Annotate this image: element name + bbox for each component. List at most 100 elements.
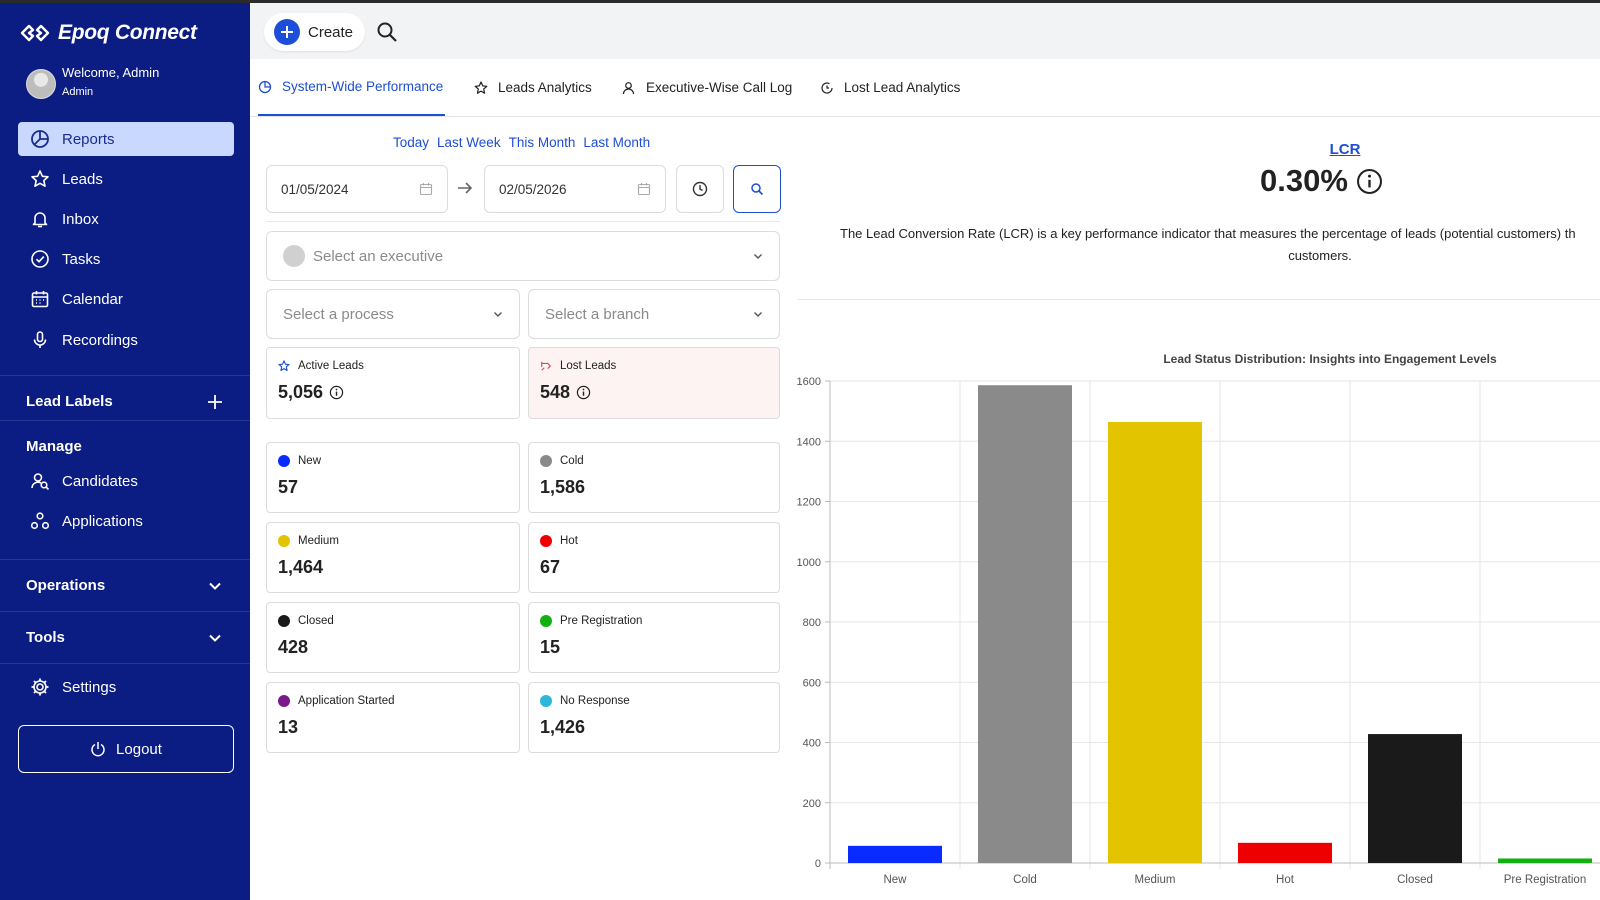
refresh-icon bbox=[821, 82, 833, 94]
power-icon bbox=[91, 742, 105, 757]
logout-button[interactable]: Logout bbox=[18, 725, 234, 773]
bar-hot bbox=[1238, 842, 1332, 863]
sidebar-item-label: Applications bbox=[62, 512, 143, 530]
bar-medium bbox=[1108, 421, 1202, 863]
epoq-logo-icon bbox=[20, 24, 50, 42]
executive-placeholder: Select an executive bbox=[313, 247, 444, 265]
chevron-down-icon bbox=[209, 582, 221, 590]
chart-title: Lead Status Distribution: Insights into … bbox=[1163, 352, 1497, 366]
card-value: 548 bbox=[540, 382, 571, 402]
candidates-icon bbox=[31, 473, 50, 491]
brand-name: Epoq Connect bbox=[58, 21, 197, 44]
microphone-icon bbox=[33, 331, 47, 348]
search-icon[interactable] bbox=[376, 21, 398, 43]
sidebar-item-leads[interactable]: Leads bbox=[18, 162, 234, 196]
sidebar-item-inbox[interactable]: Inbox bbox=[18, 202, 234, 236]
sidebar-item-label: Settings bbox=[62, 678, 117, 696]
start-date-value: 01/05/2024 bbox=[281, 181, 349, 197]
bar-closed bbox=[1368, 734, 1462, 863]
sidebar-item-label: Tasks bbox=[62, 250, 101, 268]
sidebar-item-candidates[interactable]: Candidates bbox=[18, 464, 234, 498]
lcr-description-line: The Lead Conversion Rate (LCR) is a key … bbox=[840, 226, 1576, 241]
y-tick-label: 0 bbox=[815, 858, 821, 870]
end-date-value: 02/05/2026 bbox=[499, 181, 567, 197]
sidebar-item-label: Inbox bbox=[62, 210, 99, 228]
divider bbox=[798, 299, 1600, 300]
chevron-down-icon bbox=[754, 312, 762, 317]
sidebar-item-label: Candidates bbox=[62, 472, 138, 490]
section-operations[interactable]: Operations bbox=[0, 559, 250, 611]
quick-range-this-month[interactable]: This Month bbox=[508, 135, 576, 150]
user-profile[interactable]: Welcome, Admin Admin bbox=[26, 65, 159, 103]
process-select[interactable]: Select a process bbox=[266, 289, 520, 339]
branch-select[interactable]: Select a branch bbox=[528, 289, 780, 339]
sidebar-item-applications[interactable]: Applications bbox=[18, 504, 234, 538]
lcr-description: The Lead Conversion Rate (LCR) is a key … bbox=[790, 223, 1600, 273]
star-icon bbox=[474, 80, 488, 94]
lost-leads-card: Lost Leads 548 bbox=[528, 347, 780, 419]
tab-system-wide-performance[interactable]: System-Wide Performance bbox=[258, 59, 446, 116]
app-window: Epoq Connect Welcome, Admin Admin Report… bbox=[0, 3, 1600, 900]
executive-select[interactable]: Select an executive bbox=[266, 231, 780, 281]
star-icon bbox=[31, 170, 49, 187]
quick-range-last-week[interactable]: Last Week bbox=[437, 135, 501, 150]
lcr-value-row: 0.30% bbox=[1260, 163, 1383, 199]
card-value: 57 bbox=[278, 477, 299, 497]
quick-range-last-month[interactable]: Last Month bbox=[583, 135, 651, 150]
chart-pie-icon bbox=[258, 80, 272, 93]
info-icon[interactable] bbox=[329, 385, 344, 400]
tab-lost-lead-analytics[interactable]: Lost Lead Analytics bbox=[820, 59, 960, 116]
sidebar-item-tasks[interactable]: Tasks bbox=[18, 242, 234, 276]
status-card-cold: Cold 1,586 bbox=[528, 442, 780, 513]
card-label: New bbox=[298, 455, 322, 467]
lcr-link[interactable]: LCR bbox=[1329, 141, 1361, 158]
quick-range-today[interactable]: Today bbox=[393, 135, 430, 150]
sidebar-item-reports[interactable]: Reports bbox=[18, 122, 234, 156]
branch-placeholder: Select a branch bbox=[545, 305, 650, 323]
sidebar-item-label: Leads bbox=[62, 170, 103, 188]
brand-logo[interactable]: Epoq Connect bbox=[20, 21, 197, 45]
sidebar-item-calendar[interactable]: Calendar bbox=[18, 282, 234, 316]
y-tick-label: 800 bbox=[803, 617, 821, 629]
plus-icon[interactable] bbox=[208, 394, 222, 409]
info-icon[interactable] bbox=[1356, 168, 1383, 195]
lead-status-chart: Lead Status Distribution: Insights into … bbox=[797, 352, 1600, 886]
sidebar-item-settings[interactable]: Settings bbox=[18, 670, 234, 704]
divider bbox=[266, 221, 780, 222]
card-label: No Response bbox=[560, 695, 630, 707]
create-button[interactable]: Create bbox=[264, 13, 366, 51]
search-button[interactable] bbox=[733, 165, 781, 213]
process-placeholder: Select a process bbox=[283, 305, 394, 323]
status-card-application-started: Application Started 13 bbox=[266, 682, 520, 753]
info-icon[interactable] bbox=[576, 385, 591, 400]
tab-label: System-Wide Performance bbox=[282, 79, 444, 94]
end-date-input[interactable]: 02/05/2026 bbox=[484, 165, 666, 213]
tab-label: Executive-Wise Call Log bbox=[646, 80, 793, 95]
tab-executive-wise-call-log[interactable]: Executive-Wise Call Log bbox=[622, 59, 792, 116]
tab-leads-analytics[interactable]: Leads Analytics bbox=[474, 59, 592, 116]
status-dot bbox=[540, 535, 552, 547]
sidebar-item-recordings[interactable]: Recordings bbox=[18, 323, 234, 357]
card-value: 5,056 bbox=[278, 382, 324, 402]
status-card-closed: Closed 428 bbox=[266, 602, 520, 673]
section-tools[interactable]: Tools bbox=[0, 611, 250, 663]
section-manage: Manage bbox=[0, 420, 250, 472]
section-title: Manage bbox=[26, 438, 82, 455]
status-card-hot: Hot 67 bbox=[528, 522, 780, 593]
card-label: Pre Registration bbox=[560, 615, 643, 627]
gear-icon bbox=[31, 678, 49, 696]
status-dot bbox=[540, 615, 552, 627]
sidebar-item-label: Recordings bbox=[62, 331, 138, 349]
x-tick-label: Hot bbox=[1276, 874, 1295, 886]
status-dot bbox=[278, 455, 290, 467]
time-button[interactable] bbox=[676, 165, 724, 213]
calendar-icon bbox=[31, 291, 49, 308]
search-icon bbox=[751, 183, 764, 196]
start-date-input[interactable]: 01/05/2024 bbox=[266, 165, 448, 213]
report-tabs: System-Wide Performance Leads Analytics … bbox=[250, 59, 1600, 117]
card-label: Active Leads bbox=[298, 360, 364, 372]
avatar bbox=[26, 69, 56, 99]
card-value: 15 bbox=[540, 637, 561, 657]
x-tick-label: Cold bbox=[1013, 874, 1037, 886]
y-tick-label: 1000 bbox=[797, 557, 821, 569]
